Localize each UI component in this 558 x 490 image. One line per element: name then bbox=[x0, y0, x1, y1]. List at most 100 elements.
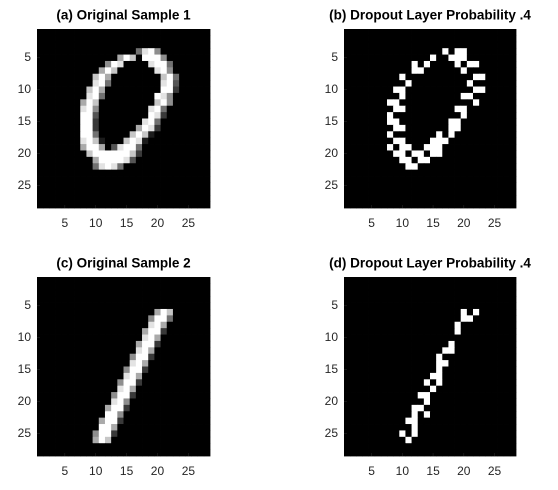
pixel bbox=[387, 430, 394, 437]
pixel bbox=[80, 93, 87, 100]
pixel bbox=[375, 347, 382, 354]
pixel bbox=[455, 283, 462, 290]
pixel bbox=[204, 202, 211, 209]
pixel bbox=[111, 131, 118, 138]
pixel bbox=[448, 35, 455, 42]
pixel bbox=[479, 424, 486, 431]
pixel bbox=[142, 176, 149, 183]
pixel bbox=[167, 87, 174, 94]
pixel bbox=[448, 150, 455, 157]
pixel bbox=[105, 125, 112, 132]
pixel bbox=[467, 296, 474, 303]
pixel bbox=[62, 99, 69, 106]
pixel bbox=[485, 367, 492, 374]
pixel bbox=[43, 392, 50, 399]
pixel bbox=[473, 290, 480, 297]
pixel bbox=[93, 296, 100, 303]
pixel bbox=[191, 99, 198, 106]
pixel bbox=[173, 119, 180, 126]
x-tick-label: 5 bbox=[61, 464, 68, 478]
pixel bbox=[498, 48, 505, 55]
pixel bbox=[179, 296, 186, 303]
pixel bbox=[99, 405, 106, 412]
pixel bbox=[424, 283, 431, 290]
pixel bbox=[381, 354, 388, 361]
pixel bbox=[491, 424, 498, 431]
pixel bbox=[62, 283, 69, 290]
pixel bbox=[350, 437, 357, 444]
pixel bbox=[375, 106, 382, 113]
pixel bbox=[105, 176, 112, 183]
pixel bbox=[191, 373, 198, 380]
pixel bbox=[399, 405, 406, 412]
pixel bbox=[74, 35, 81, 42]
pixel bbox=[191, 315, 198, 322]
pixel bbox=[369, 80, 376, 87]
pixel bbox=[167, 74, 174, 81]
pixel bbox=[198, 450, 205, 457]
pixel bbox=[356, 138, 363, 145]
pixel bbox=[62, 80, 69, 87]
pixel bbox=[430, 182, 437, 189]
pixel bbox=[442, 189, 449, 196]
pixel bbox=[362, 157, 369, 164]
pixel bbox=[387, 450, 394, 457]
pixel bbox=[350, 354, 357, 361]
pixel bbox=[111, 347, 118, 354]
pixel bbox=[62, 424, 69, 431]
pixel bbox=[399, 106, 406, 113]
pixel bbox=[479, 296, 486, 303]
pixel bbox=[56, 35, 63, 42]
pixel bbox=[369, 119, 376, 126]
pixel bbox=[154, 303, 161, 310]
pixel bbox=[86, 35, 93, 42]
pixel bbox=[148, 418, 155, 425]
pixel bbox=[393, 335, 400, 342]
pixel bbox=[350, 182, 357, 189]
pixel bbox=[142, 360, 149, 367]
pixel bbox=[362, 182, 369, 189]
pixel bbox=[491, 303, 498, 310]
pixel bbox=[80, 424, 87, 431]
pixel bbox=[412, 328, 419, 335]
pixel bbox=[136, 125, 143, 132]
pixel bbox=[510, 405, 517, 412]
pixel bbox=[62, 328, 69, 335]
pixel bbox=[136, 112, 143, 119]
pixel bbox=[430, 170, 437, 177]
pixel bbox=[412, 35, 419, 42]
pixel bbox=[498, 328, 505, 335]
pixel bbox=[491, 315, 498, 322]
pixel bbox=[399, 29, 406, 36]
pixel bbox=[442, 67, 449, 74]
pixel bbox=[430, 55, 437, 62]
pixel bbox=[461, 42, 468, 49]
pixel bbox=[387, 322, 394, 329]
pixel bbox=[49, 335, 56, 342]
pixel bbox=[350, 283, 357, 290]
pixel bbox=[142, 290, 149, 297]
pixel bbox=[130, 170, 137, 177]
pixel bbox=[198, 87, 205, 94]
pixel bbox=[510, 296, 517, 303]
pixel bbox=[461, 315, 468, 322]
pixel bbox=[448, 55, 455, 62]
pixel bbox=[99, 392, 106, 399]
pixel bbox=[479, 303, 486, 310]
pixel bbox=[43, 290, 50, 297]
pixel bbox=[37, 411, 44, 418]
pixel bbox=[387, 411, 394, 418]
pixel bbox=[485, 80, 492, 87]
pixel bbox=[68, 354, 75, 361]
pixel bbox=[455, 195, 462, 202]
pixel bbox=[167, 424, 174, 431]
pixel bbox=[448, 437, 455, 444]
pixel bbox=[479, 411, 486, 418]
pixel bbox=[173, 296, 180, 303]
pixel bbox=[154, 55, 161, 62]
pixel bbox=[99, 443, 106, 450]
pixel bbox=[191, 430, 198, 437]
pixel bbox=[436, 379, 443, 386]
pixel bbox=[491, 170, 498, 177]
pixel bbox=[498, 93, 505, 100]
